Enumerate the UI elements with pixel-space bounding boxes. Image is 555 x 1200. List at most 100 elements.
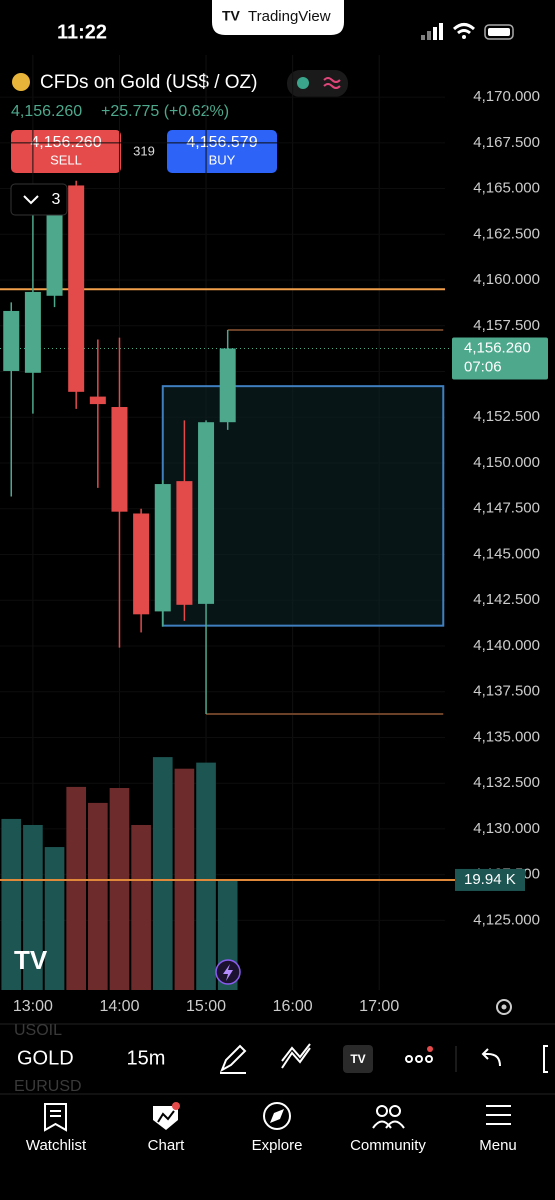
- undo-button[interactable]: [481, 1048, 501, 1067]
- candle-body: [3, 310, 20, 371]
- nav-item[interactable]: Chart: [148, 1137, 186, 1154]
- y-tick-label: 4,157.500: [473, 317, 540, 334]
- y-tick-label: 4,167.500: [473, 134, 540, 151]
- y-tick-label: 4,135.000: [473, 728, 540, 745]
- settings-icon[interactable]: [496, 999, 512, 1015]
- buy-button[interactable]: [167, 130, 277, 173]
- volume-bar: [88, 802, 108, 990]
- notification-dot: [427, 1046, 433, 1052]
- candle-body: [176, 481, 193, 605]
- candle-body: [46, 199, 63, 296]
- y-tick-label: 4,152.500: [473, 408, 540, 425]
- price-tag: [452, 337, 548, 380]
- volume-tag: [455, 868, 525, 891]
- y-tick-label: 4,132.500: [473, 774, 540, 791]
- volume-bar: [44, 847, 65, 990]
- x-tick-label: 17:00: [359, 998, 399, 1015]
- chevron-icon: [23, 195, 39, 205]
- fullscreen-button[interactable]: [543, 1045, 548, 1073]
- y-tick-label: 4,150.000: [473, 454, 540, 471]
- x-tick-label: 15:00: [186, 998, 226, 1015]
- volume-bar: [131, 824, 151, 990]
- y-tick-label: 4,160.000: [473, 271, 540, 288]
- candle-body: [89, 396, 106, 405]
- y-tick-label: 4,140.000: [473, 637, 540, 654]
- y-tick-label: 4,165.000: [473, 180, 540, 197]
- price-tag-label: 4,156.260: [464, 339, 531, 356]
- app-name: TradingView: [248, 8, 331, 25]
- candle-body: [133, 513, 150, 615]
- tv-mini-logo: TV: [222, 8, 241, 24]
- nav-item[interactable]: Menu: [479, 1137, 517, 1154]
- gold-icon: [12, 73, 30, 91]
- volume-bar: [109, 788, 130, 990]
- y-tick-label: 4,142.500: [473, 591, 540, 608]
- candle-body: [111, 407, 128, 512]
- y-tick-label: 4,125.000: [473, 911, 540, 928]
- volume-bar: [23, 824, 43, 990]
- candle-body: [219, 348, 236, 423]
- indicators-toggle[interactable]: [10, 183, 68, 216]
- y-tick-label: 4,162.500: [473, 225, 540, 242]
- status-toggle[interactable]: [287, 70, 348, 97]
- symbol-selector[interactable]: GOLD: [17, 1047, 74, 1069]
- community-icon: [372, 1105, 405, 1129]
- volume-tag-label: 19.94 K: [464, 871, 516, 888]
- price-change: +25.775 (+0.62%): [101, 103, 229, 120]
- plot: 13:00 14:00 15:00 16:00 17:00 4,170.000 4,167.…: [0, 55, 548, 1015]
- nav-item[interactable]: Community: [350, 1137, 426, 1154]
- buy-label: BUY: [209, 152, 236, 167]
- y-tick-label: 4,137.500: [473, 683, 540, 700]
- x-tick-label: 14:00: [99, 998, 139, 1015]
- volume-bar: [196, 762, 216, 990]
- battery-icon: [484, 24, 514, 40]
- app-pill: [212, 0, 344, 35]
- chart-icon-line: [157, 1110, 175, 1123]
- indicators-tool[interactable]: [281, 1043, 311, 1069]
- lightning-icon: [223, 964, 233, 981]
- countdown: 07:06: [464, 358, 502, 375]
- candle-body: [198, 422, 215, 604]
- chart-icon: [153, 1106, 178, 1130]
- signal-icon: [421, 23, 443, 40]
- market-open-dot: [297, 77, 309, 89]
- interval-selector[interactable]: 15m: [127, 1047, 166, 1069]
- tv-button[interactable]: [343, 1045, 373, 1073]
- candle-body: [68, 185, 85, 392]
- x-tick-label: 13:00: [13, 998, 53, 1015]
- spread: 319: [133, 143, 155, 158]
- volume-bar: [1, 818, 22, 990]
- data-icon: [323, 77, 341, 89]
- wifi-dot: [462, 35, 466, 39]
- y-tick-label: 4,145.000: [473, 545, 540, 562]
- tv-watermark: TV: [14, 945, 48, 975]
- sell-label: SELL: [50, 152, 82, 167]
- tv-button-logo: TV: [350, 1052, 365, 1066]
- indicator-count: 3: [52, 191, 61, 208]
- volume-bar: [152, 757, 173, 990]
- nav-item[interactable]: Explore: [252, 1137, 303, 1154]
- y-tick-label: 4,130.000: [473, 820, 540, 837]
- clock: 11:22: [57, 21, 107, 43]
- explore-icon: [263, 1102, 291, 1130]
- watchlist-icon: [44, 1103, 67, 1132]
- volume-bar: [66, 786, 87, 990]
- y-tick-label: 4,170.000: [473, 88, 540, 105]
- sell-button[interactable]: [11, 130, 121, 173]
- settings-icon-center: [501, 1004, 507, 1010]
- nav-item[interactable]: Watchlist: [26, 1137, 87, 1154]
- menu-icon: [486, 1105, 511, 1125]
- symbol-title[interactable]: CFDs on Gold (US$ / OZ): [40, 72, 258, 93]
- candle-body: [154, 484, 171, 612]
- y-tick-label: 4,147.500: [473, 500, 540, 517]
- chart-badge: [172, 1102, 180, 1110]
- draw-tool[interactable]: [220, 1044, 247, 1074]
- last-price: 4,156.260: [11, 103, 82, 120]
- battery-level: [488, 28, 510, 36]
- more-menu[interactable]: [405, 1055, 433, 1063]
- x-tick-label: 16:00: [273, 998, 313, 1015]
- prev-symbol: USOIL: [14, 1022, 62, 1039]
- candle-body: [24, 291, 41, 373]
